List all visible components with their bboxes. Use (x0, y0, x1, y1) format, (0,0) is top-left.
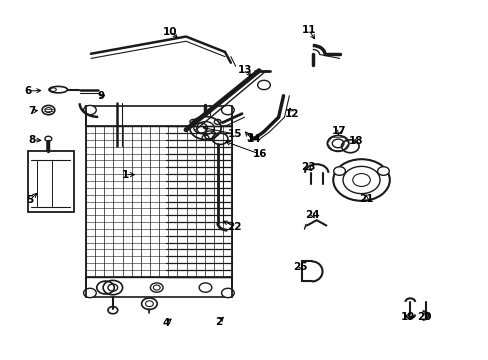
Circle shape (377, 167, 388, 175)
Text: 17: 17 (331, 126, 346, 135)
Circle shape (221, 288, 234, 298)
Text: 23: 23 (300, 162, 314, 172)
Text: 19: 19 (400, 312, 414, 322)
Text: 11: 11 (301, 25, 315, 35)
Text: 12: 12 (285, 109, 299, 119)
Text: 7: 7 (29, 106, 36, 116)
Text: 1: 1 (121, 170, 128, 180)
Text: 13: 13 (238, 64, 252, 75)
Bar (86, 277, 232, 297)
Text: 20: 20 (416, 312, 430, 322)
Circle shape (327, 135, 348, 151)
Circle shape (333, 167, 345, 175)
Circle shape (221, 105, 234, 115)
Bar (27, 151, 74, 212)
Text: 9: 9 (97, 91, 104, 101)
Text: 6: 6 (24, 86, 31, 96)
Circle shape (189, 117, 221, 139)
Text: 16: 16 (252, 149, 267, 159)
Text: 18: 18 (348, 136, 362, 146)
Text: 15: 15 (227, 129, 242, 139)
Text: 2: 2 (215, 317, 223, 327)
Text: 10: 10 (163, 27, 177, 36)
Circle shape (83, 105, 96, 115)
Ellipse shape (49, 86, 67, 93)
Text: 14: 14 (246, 134, 261, 144)
Text: 3: 3 (246, 133, 253, 143)
Bar (86, 107, 232, 126)
Text: 8: 8 (29, 135, 36, 145)
Text: 21: 21 (358, 194, 373, 204)
Text: 5: 5 (26, 195, 34, 205)
Circle shape (332, 159, 389, 201)
Text: 25: 25 (293, 262, 307, 272)
Text: 24: 24 (305, 210, 320, 220)
Circle shape (83, 288, 96, 298)
Text: 4: 4 (163, 319, 170, 328)
Text: 22: 22 (227, 222, 242, 231)
